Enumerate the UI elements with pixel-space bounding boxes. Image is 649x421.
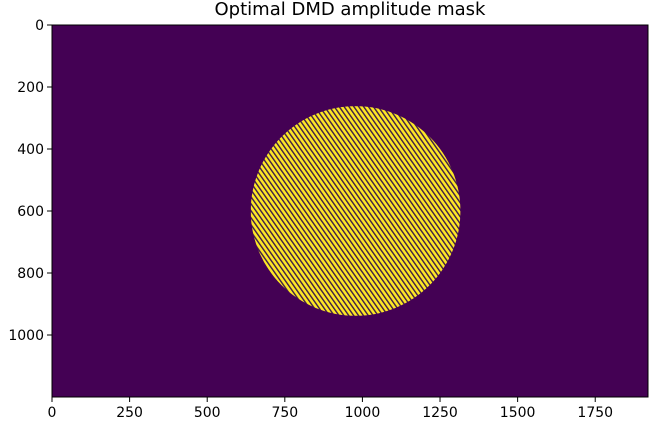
y-tick-label: 600 (17, 204, 44, 220)
x-tick-label: 500 (194, 405, 221, 421)
y-tick-label: 400 (17, 142, 44, 158)
y-tick-label: 200 (17, 80, 44, 96)
x-tick-label: 750 (271, 405, 298, 421)
x-tick-label: 1750 (577, 405, 613, 421)
x-tick-label: 1250 (422, 405, 458, 421)
chart-title: Optimal DMD amplitude mask (215, 0, 487, 20)
y-tick-label: 800 (17, 266, 44, 282)
x-tick-label: 250 (116, 405, 143, 421)
plot-area (51, 24, 649, 398)
y-tick-label: 0 (35, 18, 44, 34)
y-tick-label: 1000 (8, 328, 44, 344)
x-tick-label: 1000 (345, 405, 381, 421)
x-tick-label: 1500 (500, 405, 536, 421)
y-axis: 0 200 400 600 800 1000 (8, 18, 52, 344)
mask-circle (250, 106, 461, 316)
x-axis: 0 250 500 750 1000 1250 1500 1750 (48, 397, 613, 421)
mask-circle-group (250, 106, 461, 316)
x-tick-label: 0 (48, 405, 57, 421)
